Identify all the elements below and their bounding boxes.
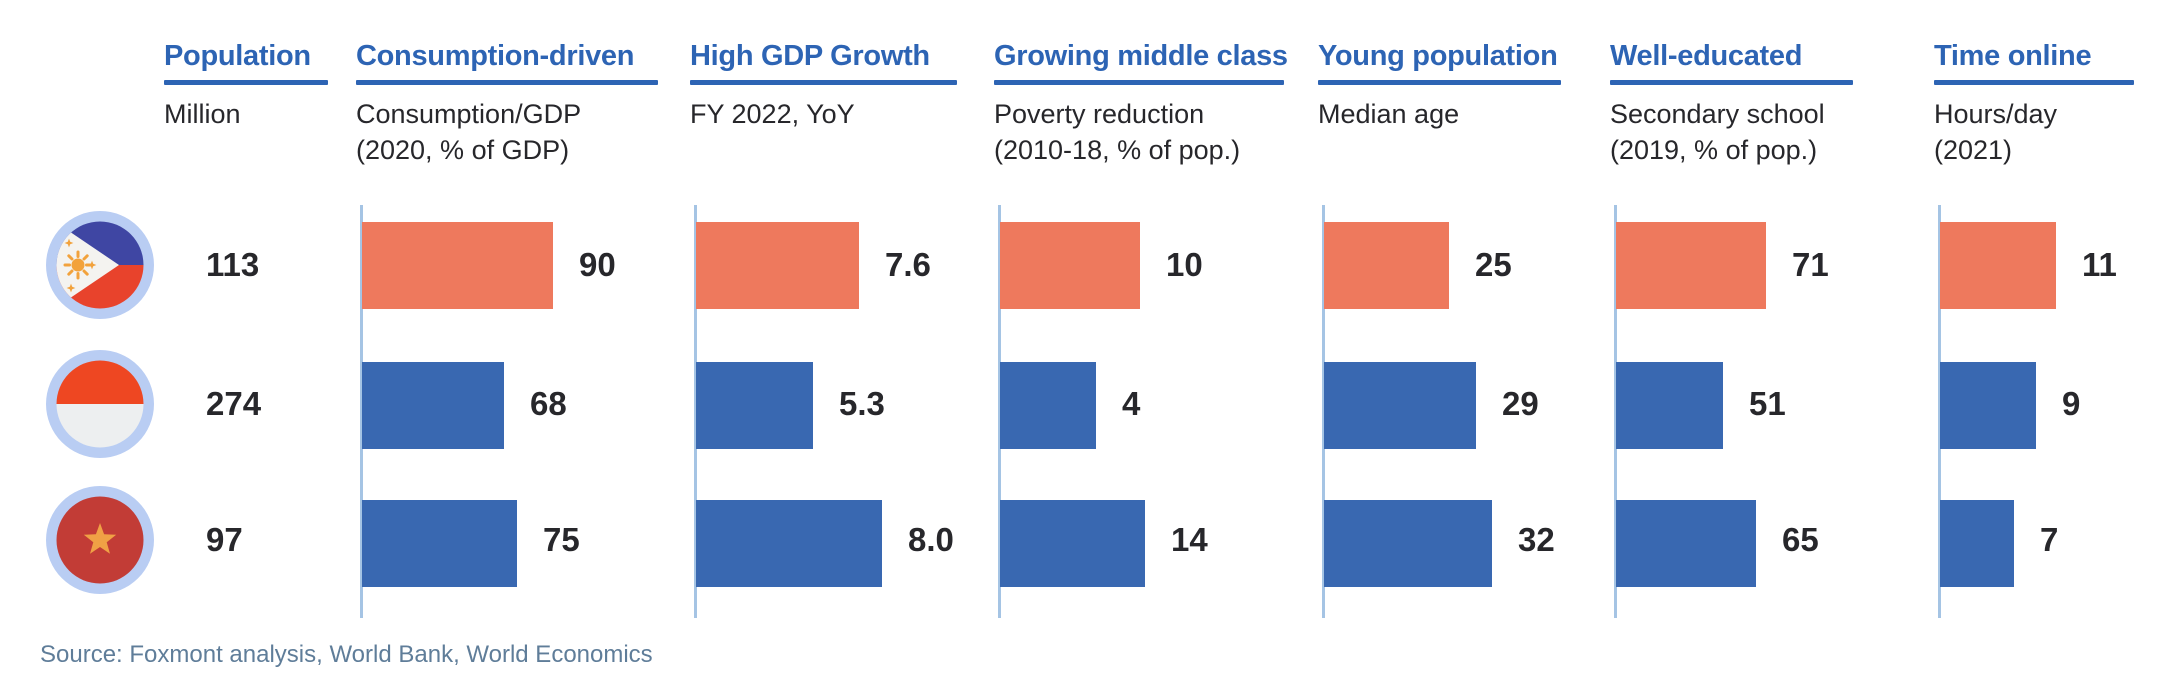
value-bar: [696, 500, 882, 587]
column-title: High GDP Growth: [690, 40, 930, 72]
column-subtitle: FY 2022, YoY: [690, 99, 855, 129]
indonesia-flag-icon: [44, 348, 156, 460]
column-axis-line: [360, 205, 363, 618]
column-title-underline: [994, 80, 1284, 85]
value-label: 32: [1518, 521, 1555, 558]
value-bar: [362, 222, 553, 309]
column-title: Well-educated: [1610, 40, 1803, 72]
column-title-underline: [690, 80, 957, 85]
value-label: 51: [1749, 385, 1786, 422]
value-label: 25: [1475, 246, 1512, 283]
column-axis-line: [1614, 205, 1617, 618]
value-bar: [696, 362, 813, 449]
column-subtitle: (2010-18, % of pop.): [994, 135, 1241, 165]
value-bar: [696, 222, 859, 309]
value-label: 7.6: [885, 246, 931, 283]
column-subtitle: Hours/day: [1934, 99, 2058, 129]
value-bar: [1324, 362, 1476, 449]
column-title: Growing middle class: [994, 40, 1288, 72]
column-title-underline: [1934, 80, 2134, 85]
value-label: 75: [543, 521, 580, 558]
column-title: Time online: [1934, 40, 2092, 72]
value-bar: [362, 362, 504, 449]
column-subtitle: Million: [164, 99, 241, 129]
column-title-underline: [164, 80, 328, 85]
value-bar: [1616, 362, 1723, 449]
population-value: 274: [206, 385, 262, 422]
population-value: 97: [206, 521, 243, 558]
value-bar: [1000, 362, 1096, 449]
value-label: 90: [579, 246, 616, 283]
column-subtitle: (2021): [1934, 135, 2013, 165]
philippines-flag-icon: [44, 209, 156, 321]
value-bar: [1000, 222, 1140, 309]
column-subtitle: Secondary school: [1610, 99, 1825, 129]
column-axis-line: [1322, 205, 1325, 618]
column-axis-line: [694, 205, 697, 618]
value-label: 68: [530, 385, 567, 422]
value-bar: [1324, 222, 1449, 309]
column-title-underline: [1318, 80, 1561, 85]
value-bar: [1940, 222, 2056, 309]
value-label: 71: [1792, 246, 1829, 283]
column-subtitle: Consumption/GDP: [356, 99, 582, 129]
value-label: 11: [2082, 246, 2117, 283]
value-label: 65: [1782, 521, 1819, 558]
column-axis-line: [1938, 205, 1941, 618]
column-subtitle: Median age: [1318, 99, 1460, 129]
value-bar: [1616, 500, 1756, 587]
value-label: 7: [2040, 521, 2059, 558]
value-bar: [362, 500, 517, 587]
value-bar: [1940, 500, 2014, 587]
value-label: 5.3: [839, 385, 885, 422]
population-value: 113: [206, 246, 260, 283]
value-label: 14: [1171, 521, 1208, 558]
value-label: 29: [1502, 385, 1539, 422]
column-subtitle: Poverty reduction: [994, 99, 1205, 129]
value-label: 4: [1122, 385, 1141, 422]
column-axis-line: [998, 205, 1001, 618]
column-title: Young population: [1318, 40, 1558, 72]
value-bar: [1616, 222, 1766, 309]
vietnam-flag-icon: [44, 484, 156, 596]
value-label: 10: [1166, 246, 1203, 283]
value-label: 8.0: [908, 521, 954, 558]
column-title-underline: [1610, 80, 1853, 85]
column-title: Population: [164, 40, 311, 72]
column-title: Consumption-driven: [356, 40, 635, 72]
column-subtitle: (2019, % of pop.): [1610, 135, 1818, 165]
value-label: 9: [2062, 385, 2081, 422]
source-note: Source: Foxmont analysis, World Bank, Wo…: [40, 641, 653, 668]
column-title-underline: [356, 80, 658, 85]
column-subtitle: (2020, % of GDP): [356, 135, 570, 165]
value-bar: [1940, 362, 2036, 449]
value-bar: [1324, 500, 1492, 587]
value-bar: [1000, 500, 1145, 587]
